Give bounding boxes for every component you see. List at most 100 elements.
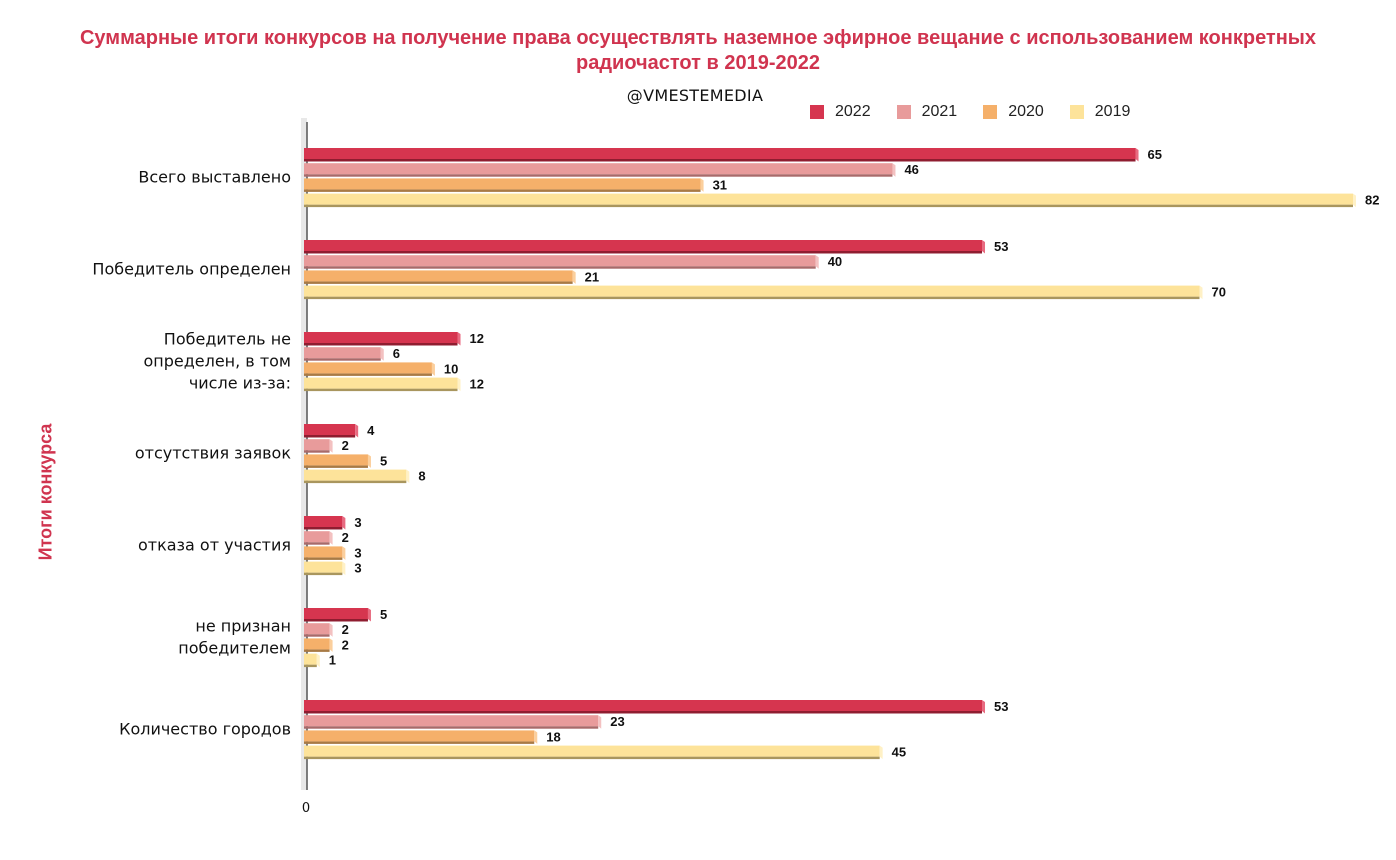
legend-label-2019: 2019 — [1094, 103, 1131, 120]
bar-shadow — [304, 634, 330, 637]
data-label: 2 — [342, 438, 349, 453]
bar-cap — [316, 653, 320, 668]
data-label: 31 — [713, 177, 727, 192]
bar-cap — [982, 700, 986, 714]
bar-cap — [342, 546, 346, 560]
legend-label-2020: 2020 — [1008, 103, 1044, 120]
bar-cap — [598, 715, 602, 729]
data-label: 5 — [380, 607, 387, 622]
bar-shadow — [304, 281, 573, 284]
data-label: 3 — [354, 515, 361, 530]
bar-shadow — [304, 480, 407, 484]
data-label: 2 — [342, 530, 349, 545]
data-label: 5 — [380, 453, 387, 468]
category-label: определен, в том — [143, 351, 291, 370]
data-label: 12 — [470, 331, 484, 346]
data-label: 70 — [1211, 285, 1225, 300]
category-label: победителем — [178, 638, 291, 657]
bar-shadow — [304, 435, 356, 438]
bar-2019 — [304, 745, 880, 757]
bar-cap — [342, 561, 346, 576]
bar-2019 — [304, 561, 343, 573]
bar-cap — [892, 163, 896, 177]
bar-cap — [815, 255, 819, 269]
data-label: 82 — [1365, 193, 1379, 208]
bar-2021 — [304, 255, 816, 267]
legend-swatch-2019 — [1069, 105, 1084, 119]
bar-shadow — [304, 726, 599, 729]
legend: 2022 2021 2020 2019 — [810, 103, 1156, 121]
bar-2020 — [304, 178, 701, 190]
bar-cap — [534, 730, 538, 744]
data-label: 45 — [892, 745, 906, 760]
bar-2020 — [304, 270, 573, 282]
data-label: 46 — [904, 162, 918, 177]
x-tick-label-0: 0 — [302, 801, 310, 816]
data-label: 2 — [342, 622, 349, 637]
data-label: 10 — [444, 361, 458, 376]
bar-shadow — [304, 251, 983, 254]
legend-label-2022: 2022 — [835, 103, 871, 120]
bar-2021 — [304, 623, 330, 635]
bar-cap — [329, 439, 333, 453]
bar-shadow — [304, 388, 458, 392]
bar-shadow — [304, 756, 880, 760]
bar-shadow — [304, 649, 330, 652]
category-label: Всего выставлено — [138, 167, 291, 186]
bar-cap — [1353, 193, 1356, 208]
bar-cap — [406, 469, 410, 484]
legend-swatch-2021 — [896, 105, 911, 119]
bar-shadow — [304, 711, 983, 714]
legend-item-2019: 2019 — [1069, 103, 1131, 121]
bar-shadow — [304, 741, 535, 744]
bar-2020 — [304, 638, 330, 650]
chart-subtitle: @VMESTEMEDIA — [626, 86, 764, 105]
data-label: 40 — [828, 254, 842, 269]
bar-2022 — [304, 424, 356, 435]
bar-cap — [457, 377, 461, 392]
bar-shadow — [304, 557, 343, 560]
bar-2021 — [304, 439, 330, 451]
bar-shadow — [304, 527, 343, 530]
data-label: 21 — [585, 269, 599, 284]
bar-2021 — [304, 715, 599, 727]
legend-label-2021: 2021 — [921, 103, 958, 120]
bar-shadow — [304, 358, 381, 361]
bar-shadow — [304, 572, 343, 576]
category-label: Количество городов — [119, 719, 291, 738]
data-label: 18 — [546, 729, 560, 744]
bar-cap — [355, 424, 359, 438]
bar-shadow — [304, 450, 330, 453]
bar-cap — [700, 178, 704, 192]
bar-cap — [329, 638, 333, 652]
bar-cap — [1199, 285, 1203, 300]
bar-2022 — [304, 148, 1136, 159]
category-label: Победитель не — [164, 329, 291, 348]
data-label: 3 — [354, 561, 361, 576]
bar-shadow — [304, 343, 458, 346]
data-label: 4 — [367, 423, 375, 438]
bar-cap — [367, 608, 371, 622]
bar-2021 — [304, 531, 330, 543]
bar-2022 — [304, 240, 983, 251]
bar-2019 — [304, 193, 1353, 205]
bar-cap — [329, 531, 333, 545]
bar-shadow — [304, 189, 701, 192]
bar-cap — [457, 332, 461, 346]
bar-2020 — [304, 454, 368, 466]
axis-wall — [301, 118, 307, 790]
bar-shadow — [304, 159, 1136, 162]
bar-shadow — [304, 465, 368, 468]
legend-item-2022: 2022 — [810, 103, 871, 121]
bar-cap — [572, 270, 576, 284]
bar-shadow — [304, 204, 1353, 208]
data-label: 3 — [354, 545, 361, 560]
data-label: 23 — [610, 714, 624, 729]
data-label: 53 — [994, 239, 1008, 254]
category-label: отказа от участия — [138, 535, 291, 554]
bar-cap — [982, 240, 986, 254]
category-label: Победитель определен — [92, 259, 291, 278]
bar-shadow — [304, 174, 893, 177]
bar-2020 — [304, 730, 535, 742]
